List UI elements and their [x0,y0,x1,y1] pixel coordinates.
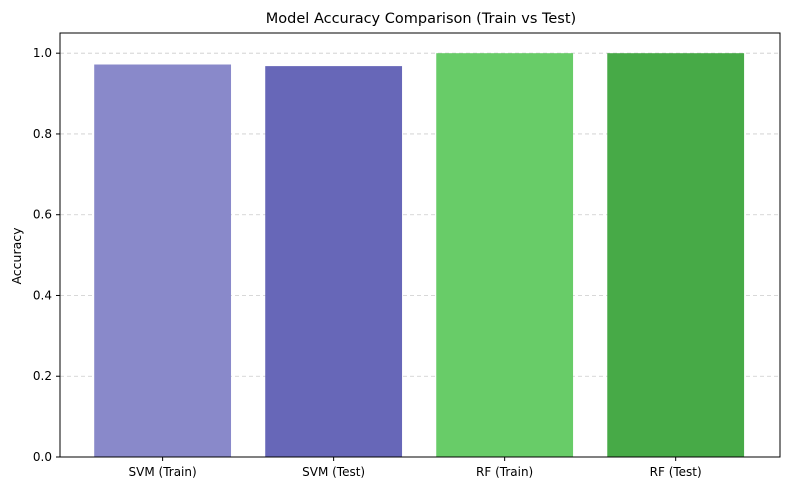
y-axis-label: Accuracy [9,227,24,285]
x-tick-label: RF (Train) [476,465,533,479]
bar [607,53,745,457]
plot-frame [59,32,781,458]
bar [436,53,574,457]
chart-title: Model Accuracy Comparison (Train vs Test… [266,11,576,27]
bar [265,66,403,458]
x-tick-label: SVM (Test) [302,465,365,479]
bars [94,53,745,458]
x-tick-label: RF (Test) [650,465,702,479]
bar [94,64,232,458]
y-tick-label: 0.0 [33,450,52,464]
y-axis-ticks: 0.0 0.2 0.4 0.6 0.8 1.0 [33,46,60,464]
x-tick-label: SVM (Train) [129,465,197,479]
y-tick-label: 0.8 [33,127,52,141]
y-tick-label: 0.6 [33,208,52,222]
y-tick-label: 0.4 [33,288,52,302]
y-tick-label: 0.2 [33,369,52,383]
x-axis-ticks: SVM (Train) SVM (Test) RF (Train) RF (Test) [129,457,702,479]
y-tick-label: 1.0 [33,46,52,60]
